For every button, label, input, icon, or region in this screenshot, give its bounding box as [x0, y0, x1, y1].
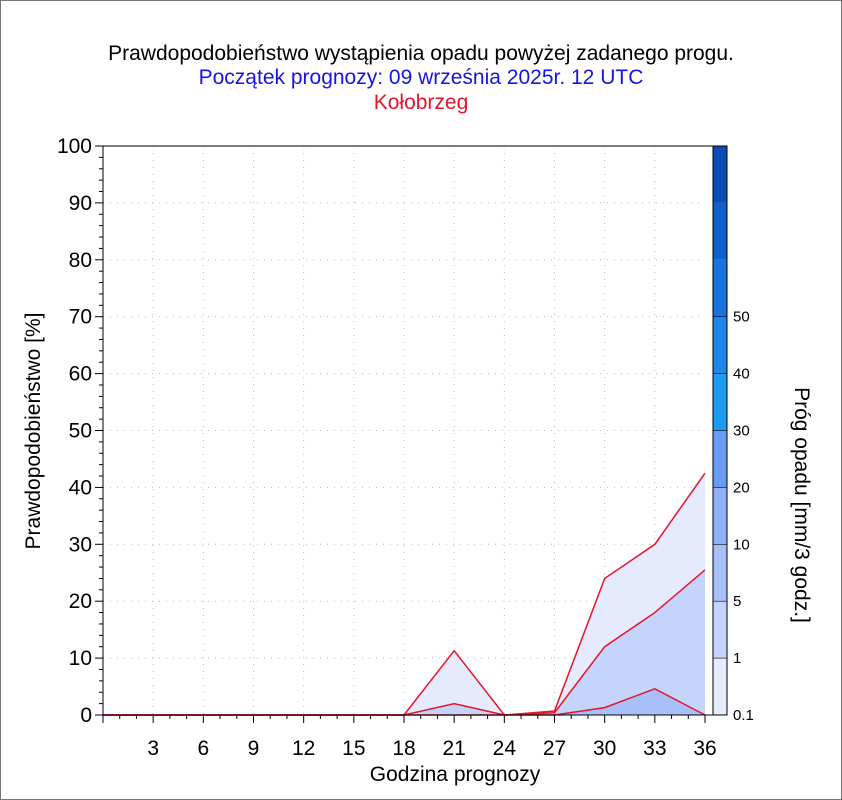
colorbar-segment: [713, 259, 727, 317]
chart-title: Prawdopodobieństwo wystąpienia opadu pow…: [108, 42, 734, 65]
y-tick-label: 70: [69, 306, 92, 329]
y-tick-label: 10: [69, 647, 92, 670]
x-axis-label: Godzina prognozy: [370, 763, 541, 786]
area-5: [103, 688, 705, 715]
grid: [103, 146, 705, 715]
x-tick-label: 24: [493, 737, 517, 760]
x-tick-label: 3: [147, 737, 159, 760]
x-tick-label: 21: [442, 737, 465, 760]
colorbar-segment: [713, 601, 727, 659]
x-tick-label: 15: [342, 737, 365, 760]
colorbar-tick-label: 1: [733, 650, 741, 667]
colorbar: 0.1 1 5 10 20 30 40 50: [712, 145, 754, 724]
y-tick-label: 40: [69, 476, 92, 499]
colorbar-tick-label: 30: [733, 423, 750, 440]
y-tick-label: 90: [69, 192, 92, 215]
colorbar-segment: [713, 430, 727, 488]
colorbar-tick-label: 20: [733, 479, 750, 496]
colorbar-tick-label: 10: [733, 536, 750, 553]
colorbar-segment: [713, 316, 727, 374]
colorbar-segment: [713, 373, 727, 431]
x-tick-label: 30: [593, 737, 616, 760]
y-tick-label: 60: [69, 363, 92, 386]
colorbar-label: Próg opadu [mm/3 godz.]: [790, 387, 813, 623]
y-axis-label: Prawdopodobieństwo [%]: [22, 313, 45, 550]
x-tick-label: 6: [197, 737, 209, 760]
location-subtitle: Kołobrzeg: [373, 91, 469, 114]
colorbar-tick-label: 0.1: [733, 707, 754, 724]
y-tick-label: 30: [69, 533, 92, 556]
x-tick-label: 12: [292, 737, 315, 760]
x-tick-label: 18: [392, 737, 415, 760]
y-tick-label: 80: [69, 249, 92, 272]
colorbar-segment: [713, 658, 727, 715]
colorbar-segment: [713, 544, 727, 602]
y-tick-label: 50: [69, 420, 92, 443]
y-tick-label: 0: [80, 704, 92, 727]
x-tick-label: 36: [693, 737, 716, 760]
colorbar-tick-label: 50: [733, 309, 750, 326]
colorbar-segment: [713, 146, 727, 203]
y-tick-label: 20: [69, 590, 92, 613]
forecast-start-subtitle: Początek prognozy: 09 września 2025r. 12…: [198, 66, 644, 89]
colorbar-segment: [713, 487, 727, 545]
x-tick-label: 27: [543, 737, 566, 760]
colorbar-tick-label: 40: [733, 366, 750, 383]
colorbar-tick-label: 5: [733, 593, 741, 610]
y-tick-label: 100: [57, 135, 92, 158]
colorbar-segment: [713, 202, 727, 260]
x-tick-label: 9: [248, 737, 260, 760]
x-tick-label: 33: [643, 737, 666, 760]
area-series: [103, 473, 705, 715]
